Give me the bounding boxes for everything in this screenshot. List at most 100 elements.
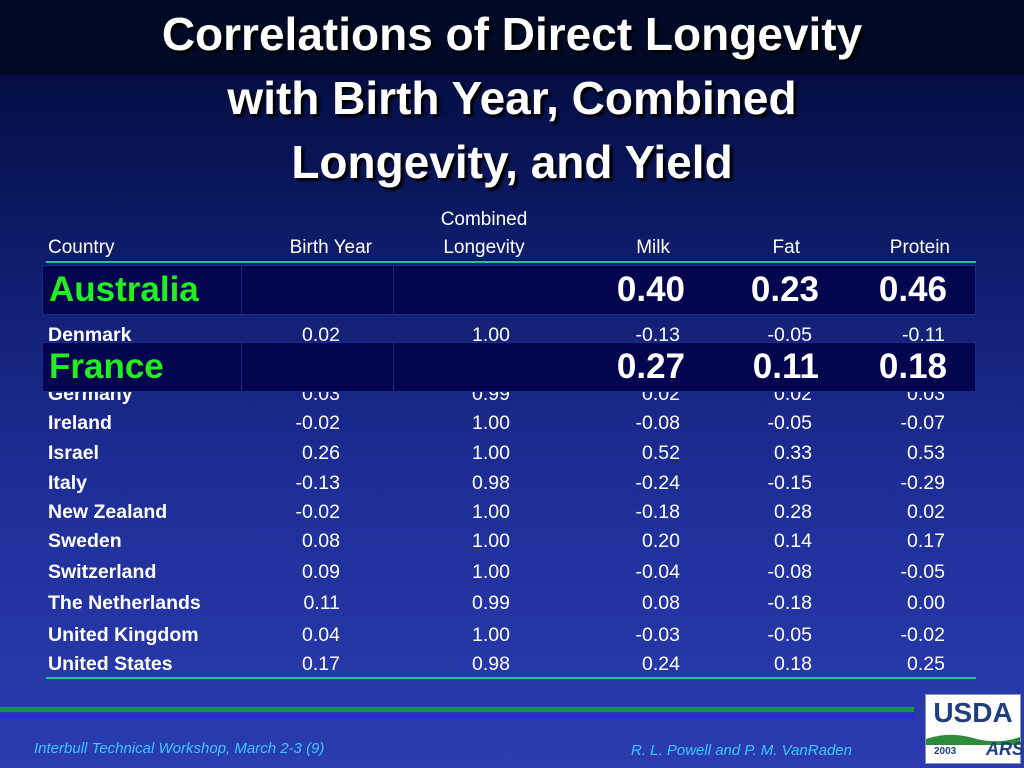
header-country: Country xyxy=(48,237,115,258)
cell-country: Sweden xyxy=(48,530,122,552)
cell-protein: 0.17 xyxy=(907,530,945,552)
cell-milk: -0.03 xyxy=(635,624,680,646)
cell-combined: 0.99 xyxy=(472,592,510,614)
cell-combined: 0.98 xyxy=(472,653,510,675)
cell-country: Denmark xyxy=(48,324,132,346)
header-protein: Protein xyxy=(889,237,950,258)
cell-combined: 1.00 xyxy=(472,624,510,646)
title-line-1: Correlations of Direct Longevity xyxy=(161,8,863,60)
highlight-row-australia: Australia 0.40 0.23 0.46 xyxy=(42,265,976,315)
cell-protein: 0.02 xyxy=(907,501,945,523)
cell-divider xyxy=(241,266,242,314)
title-line-2: with Birth Year, Combined xyxy=(227,72,797,124)
cell-protein: -0.11 xyxy=(902,324,945,346)
header-milk: Milk xyxy=(636,237,670,258)
title-line-3: Longevity, and Yield xyxy=(291,136,733,188)
cell-birth-year: 0.02 xyxy=(302,324,340,346)
cell-fat: -0.08 xyxy=(767,561,812,583)
table-row-israel: Israel 0.26 1.00 0.52 0.33 0.53 xyxy=(48,439,952,467)
cell-combined: 1.00 xyxy=(472,561,510,583)
cell-milk: -0.18 xyxy=(635,501,680,523)
table-row-the-netherlands: The Netherlands 0.11 0.99 0.08 -0.18 0.0… xyxy=(48,589,952,617)
cell-combined: 1.00 xyxy=(472,530,510,552)
cell-country: Italy xyxy=(48,472,88,494)
logo-year: 2003 xyxy=(934,746,957,757)
cell-milk: -0.13 xyxy=(635,324,680,346)
cell-milk: 0.08 xyxy=(642,592,680,614)
cell-country: Ireland xyxy=(48,412,112,434)
cell-birth-year: -0.13 xyxy=(295,472,340,494)
usda-logo: USDA 2003 ARS xyxy=(925,694,1024,764)
highlight-country: France xyxy=(49,347,164,386)
cell-birth-year: 0.17 xyxy=(302,653,340,675)
table-bottom-rule xyxy=(46,677,976,679)
cell-birth-year: 0.11 xyxy=(303,592,340,614)
highlight-protein: 0.18 xyxy=(878,347,947,386)
cell-divider xyxy=(241,343,242,391)
cell-country: New Zealand xyxy=(48,501,168,523)
cell-milk: -0.24 xyxy=(635,472,680,494)
cell-protein: 0.00 xyxy=(907,592,945,614)
table-row-denmark: Denmark 0.02 1.00 -0.13 -0.05 -0.11 xyxy=(48,321,952,349)
cell-protein: -0.07 xyxy=(900,412,945,434)
cell-fat: 0.33 xyxy=(774,442,812,464)
highlight-milk: 0.40 xyxy=(616,270,685,309)
table-row-switzerland: Switzerland 0.09 1.00 -0.04 -0.08 -0.05 xyxy=(48,558,952,586)
cell-protein: -0.02 xyxy=(900,624,945,646)
cell-milk: 0.20 xyxy=(642,530,680,552)
table-row-united-kingdom: United Kingdom 0.04 1.00 -0.03 -0.05 -0.… xyxy=(48,621,952,649)
cell-combined: 0.98 xyxy=(472,472,510,494)
footer-authors: R. L. Powell and P. M. VanRaden xyxy=(631,742,852,759)
footer-stripe-blue xyxy=(0,714,914,719)
cell-birth-year: 0.26 xyxy=(302,442,340,464)
highlight-fat: 0.11 xyxy=(752,347,819,386)
cell-country: Switzerland xyxy=(48,561,157,583)
cell-milk: 0.24 xyxy=(642,653,680,675)
cell-fat: -0.05 xyxy=(767,324,812,346)
cell-divider xyxy=(393,266,394,314)
header-fat: Fat xyxy=(772,237,800,258)
table-row-united-states: United States 0.17 0.98 0.24 0.18 0.25 xyxy=(48,650,952,678)
header-combined-line-1: Combined xyxy=(440,209,528,230)
table-row-new-zealand: New Zealand -0.02 1.00 -0.18 0.28 0.02 xyxy=(48,498,952,526)
cell-birth-year: 0.04 xyxy=(302,624,340,646)
highlight-milk: 0.27 xyxy=(616,347,685,386)
cell-fat: -0.05 xyxy=(767,412,812,434)
cell-milk: 0.52 xyxy=(642,442,680,464)
cell-protein: -0.29 xyxy=(900,472,945,494)
cell-milk: -0.08 xyxy=(635,412,680,434)
cell-country: United Kingdom xyxy=(48,624,199,646)
footer-stripe-green xyxy=(0,707,914,712)
title-band xyxy=(0,0,1024,75)
footer-workshop: Interbull Technical Workshop, March 2-3 … xyxy=(34,740,325,757)
highlight-country: Australia xyxy=(49,270,199,309)
ars-logo-mark: ARS xyxy=(986,739,1024,759)
cell-fat: -0.15 xyxy=(767,472,812,494)
cell-combined: 1.00 xyxy=(472,412,510,434)
cell-protein: -0.05 xyxy=(900,561,945,583)
cell-birth-year: 0.09 xyxy=(302,561,340,583)
cell-country: United States xyxy=(48,653,173,675)
highlight-row-france: France 0.27 0.11 0.18 xyxy=(42,342,976,392)
cell-protein: 0.25 xyxy=(907,653,945,675)
cell-fat: 0.28 xyxy=(774,501,812,523)
cell-combined: 1.00 xyxy=(472,501,510,523)
table-row-ireland: Ireland -0.02 1.00 -0.08 -0.05 -0.07 xyxy=(48,409,952,437)
header-birth-year: Birth Year xyxy=(289,237,372,258)
cell-fat: 0.14 xyxy=(774,530,812,552)
cell-protein: 0.53 xyxy=(907,442,945,464)
cell-fat: 0.18 xyxy=(774,653,812,675)
usda-logo-text: USDA xyxy=(933,697,1013,728)
cell-fat: -0.05 xyxy=(767,624,812,646)
cell-birth-year: -0.02 xyxy=(295,501,340,523)
table-row-sweden: Sweden 0.08 1.00 0.20 0.14 0.17 xyxy=(48,527,952,555)
header-combined-line-2: Longevity xyxy=(443,237,525,258)
cell-combined: 1.00 xyxy=(472,324,510,346)
cell-birth-year: 0.08 xyxy=(302,530,340,552)
cell-birth-year: -0.02 xyxy=(295,412,340,434)
cell-milk: -0.04 xyxy=(635,561,680,583)
header-rule xyxy=(46,261,976,263)
cell-fat: -0.18 xyxy=(767,592,812,614)
highlight-protein: 0.46 xyxy=(878,270,947,309)
table-row-italy: Italy -0.13 0.98 -0.24 -0.15 -0.29 xyxy=(48,469,952,497)
